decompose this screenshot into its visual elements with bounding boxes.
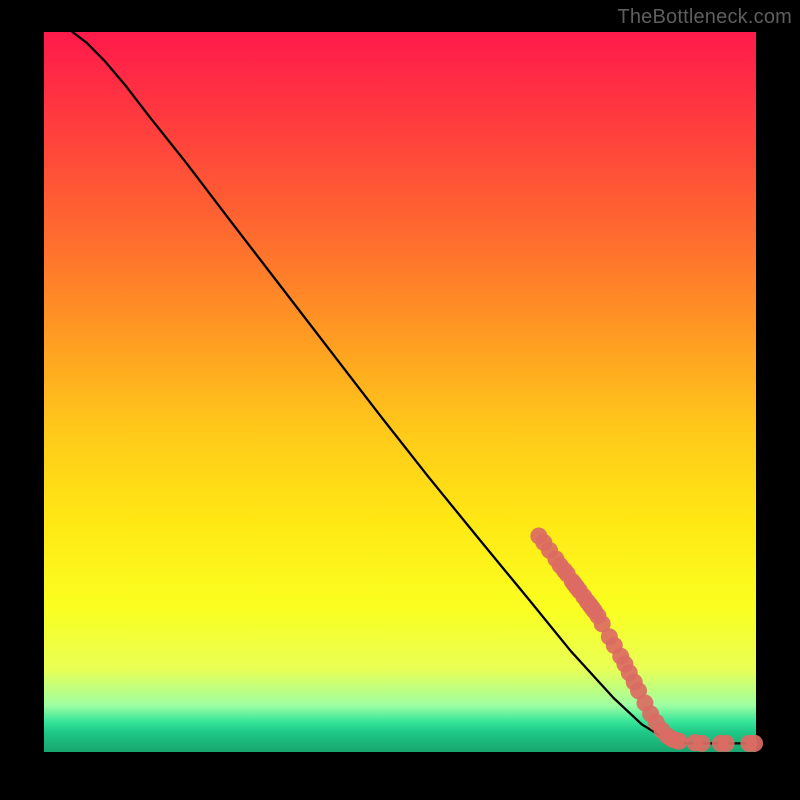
- bottleneck-curve-line: [72, 32, 756, 743]
- scatter-point: [693, 735, 710, 752]
- watermark-text: TheBottleneck.com: [617, 6, 792, 29]
- scatter-point: [718, 735, 735, 752]
- chart-plot-area: [44, 32, 756, 752]
- scatter-point-group: [530, 528, 763, 752]
- chart-svg-layer: [44, 32, 756, 752]
- scatter-point: [746, 735, 763, 752]
- scatter-point: [671, 733, 688, 750]
